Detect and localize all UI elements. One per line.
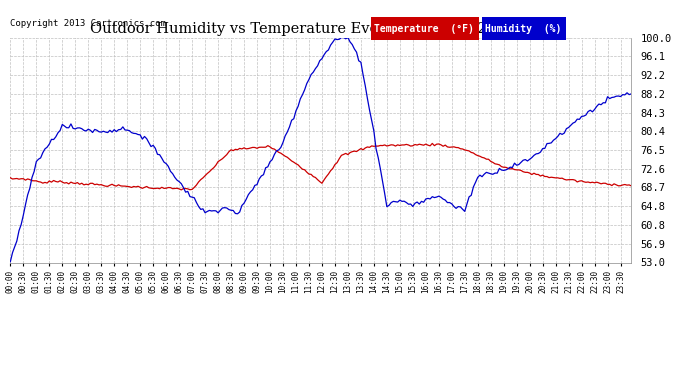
FancyBboxPatch shape [482, 17, 566, 40]
Text: Temperature  (°F): Temperature (°F) [374, 24, 473, 33]
Text: Humidity  (%): Humidity (%) [486, 24, 562, 33]
FancyBboxPatch shape [371, 17, 479, 40]
Title: Outdoor Humidity vs Temperature Every 5 Minutes 20130621: Outdoor Humidity vs Temperature Every 5 … [90, 22, 551, 36]
Text: Copyright 2013 Cartronics.com: Copyright 2013 Cartronics.com [10, 20, 166, 28]
